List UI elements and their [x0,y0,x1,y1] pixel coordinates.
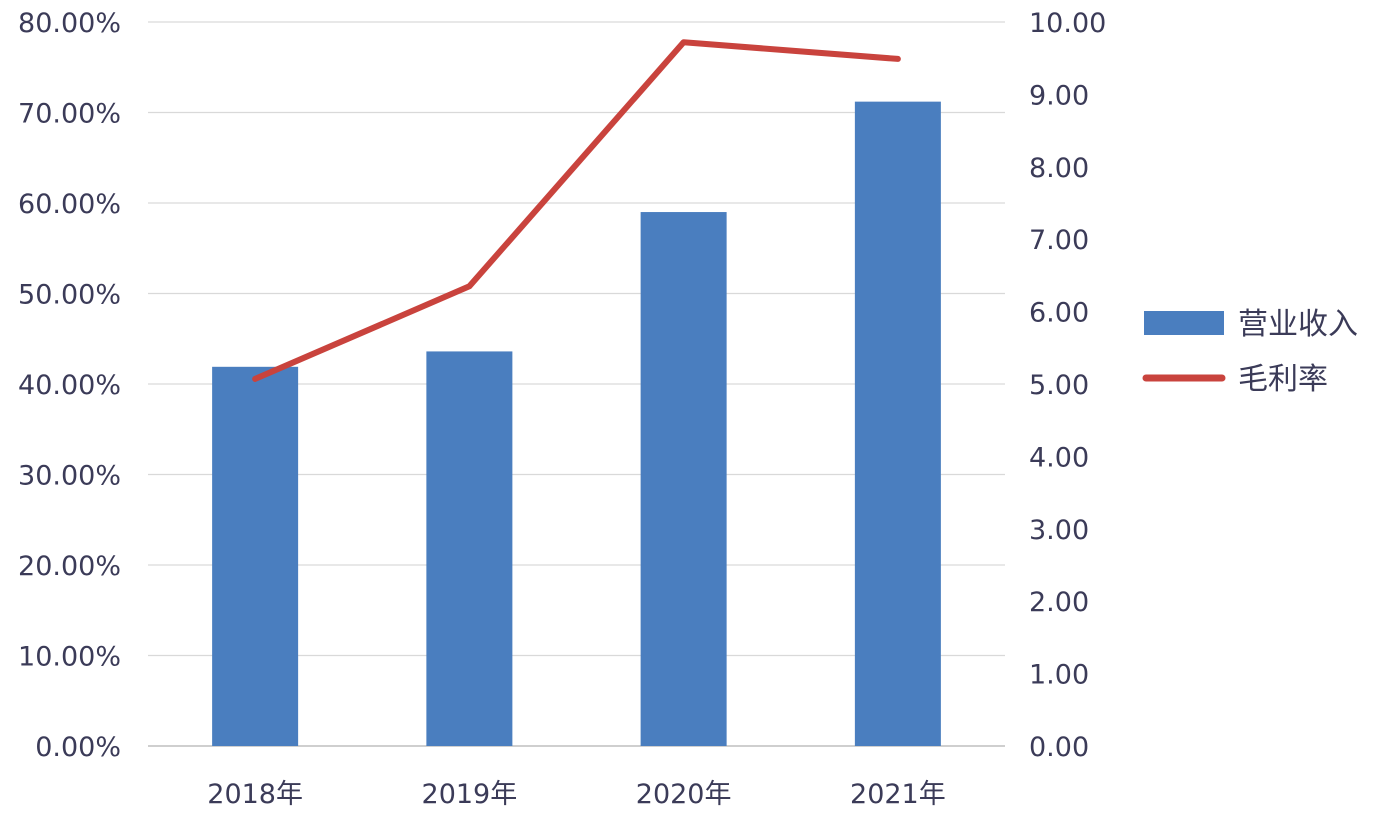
x-tick-label: 2018年 [207,779,303,810]
y-right-tick-label: 9.00 [1029,80,1089,111]
bar [426,351,513,746]
y-left-tick-label: 40.00% [18,370,121,401]
y-right-tick-label: 4.00 [1029,442,1089,473]
y-right-tick-label: 5.00 [1029,370,1089,401]
y-left-tick-label: 70.00% [18,99,121,130]
y-left-tick-label: 60.00% [18,189,121,220]
x-tick-label: 2019年 [422,779,518,810]
y-left-tick-label: 50.00% [18,280,121,311]
legend-label-gross-margin: 毛利率 [1238,362,1328,397]
y-right-tick-label: 7.00 [1029,225,1089,256]
y-right-tick-label: 3.00 [1029,515,1089,546]
y-right-tick-label: 1.00 [1029,660,1089,691]
y-right-tick-label: 10.00 [1029,8,1106,39]
y-right-tick-label: 2.00 [1029,587,1089,618]
legend-swatch-bar [1144,311,1224,335]
legend-label-revenue: 营业收入 [1238,307,1358,342]
y-right-tick-label: 6.00 [1029,298,1089,329]
bar [854,101,941,746]
y-left-tick-label: 10.00% [18,642,121,673]
x-tick-label: 2021年 [850,779,946,810]
bar [640,212,727,747]
y-right-tick-label: 0.00 [1029,732,1089,763]
x-tick-label: 2020年 [636,779,732,810]
y-left-tick-label: 30.00% [18,461,121,492]
y-left-tick-label: 80.00% [18,8,121,39]
y-left-tick-label: 0.00% [35,732,121,763]
bar [212,366,299,746]
y-left-tick-label: 20.00% [18,551,121,582]
line-series-gross-margin [252,39,901,382]
y-right-tick-label: 8.00 [1029,153,1089,184]
